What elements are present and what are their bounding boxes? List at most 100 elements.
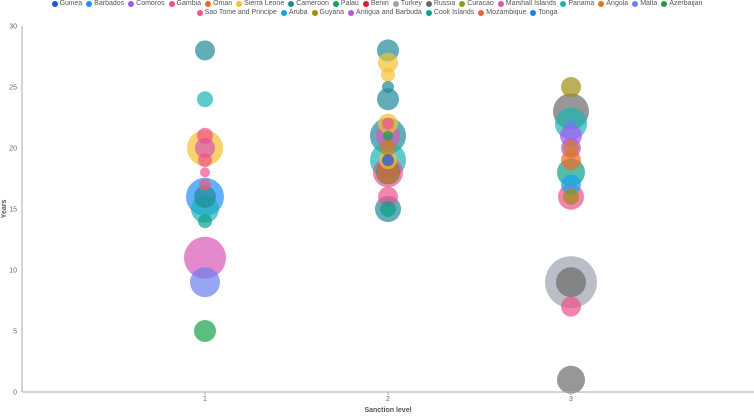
legend-dot-icon	[205, 1, 212, 8]
legend-item[interactable]: Malta	[632, 0, 657, 9]
bubble-cameroon[interactable]	[377, 88, 399, 111]
bubble-gambia[interactable]	[198, 153, 212, 168]
legend-dot-icon	[425, 1, 432, 8]
legend-label: Panama	[568, 0, 595, 7]
bubble-marshall-islands[interactable]	[184, 236, 226, 279]
legend-item[interactable]: Angola	[598, 0, 628, 9]
x-ticks: 1 2 3	[203, 392, 573, 403]
legend-item[interactable]: Tonga	[530, 9, 557, 18]
legend-dot-icon	[51, 1, 58, 8]
bubble-cameroon[interactable]	[382, 81, 394, 93]
legend-label: Comoros	[136, 0, 165, 7]
bubbles	[184, 39, 597, 394]
legend-item[interactable]: Sao Tome and Principe	[196, 9, 277, 18]
bubble-angola[interactable]	[380, 140, 396, 156]
bubble-gambia[interactable]	[382, 117, 394, 130]
bubble-sierra-leone[interactable]	[378, 52, 398, 73]
bubble-marshall-islands[interactable]	[195, 138, 215, 158]
y-tick-label: 25	[9, 85, 17, 92]
y-tick-label: 30	[9, 24, 17, 31]
legend-item[interactable]: Russia	[425, 0, 456, 9]
legend-item[interactable]: Gambia	[168, 0, 201, 9]
legend-item[interactable]: Oman	[205, 0, 232, 9]
legend-dot-icon	[598, 1, 605, 8]
legend-dot-icon	[478, 9, 485, 16]
bubble-gambia[interactable]	[197, 127, 213, 144]
legend-item[interactable]: Marshall Islands	[497, 0, 557, 9]
legend-item[interactable]: Azerbaijan	[661, 0, 702, 9]
legend-item[interactable]: Barbados	[86, 0, 124, 9]
bubble-gambia[interactable]	[200, 167, 210, 178]
legend-item[interactable]: Sierra Leone	[236, 0, 284, 9]
legend-item[interactable]: Comoros	[128, 0, 165, 9]
legend-dot-icon	[425, 9, 432, 16]
bubble-guyana[interactable]	[561, 77, 581, 97]
legend-label: Tonga	[538, 8, 558, 16]
bubble-malta[interactable]	[567, 119, 575, 128]
x-tick-label: 1	[203, 396, 207, 403]
bubble-cameroon[interactable]	[194, 185, 216, 208]
legend-item[interactable]: Palau	[332, 0, 359, 9]
legend-dot-icon	[348, 9, 355, 16]
legend-dot-icon	[530, 9, 537, 16]
legend-label: Mozambique	[486, 8, 527, 16]
legend-label: Russia	[433, 0, 456, 7]
legend-dot-icon	[168, 1, 175, 8]
bubble-palau[interactable]	[383, 130, 393, 141]
legend-item[interactable]: Cameroon	[288, 0, 329, 9]
legend-item[interactable]: Turkey	[392, 0, 422, 9]
legend-dot-icon	[86, 1, 93, 8]
legend-dot-icon	[560, 1, 567, 8]
legend-item[interactable]: Cook Islands	[425, 9, 474, 18]
bubble-gambia[interactable]	[378, 186, 398, 207]
legend-item[interactable]: Aruba	[280, 8, 308, 18]
legend-label: Palau	[340, 0, 359, 7]
legend-item[interactable]: Guinea	[51, 0, 82, 9]
legend-label: Aruba	[288, 8, 308, 16]
bubble-guyana[interactable]	[563, 188, 579, 205]
legend-label: Turkey	[400, 0, 422, 7]
legend-label: Benin	[370, 0, 389, 7]
bubble-malta[interactable]	[190, 267, 220, 298]
legend-label: Sierra Leone	[244, 0, 285, 7]
bubble-cameroon[interactable]	[195, 40, 215, 61]
legend-label: Marshall Islands	[505, 0, 557, 7]
y-ticks: 0 5 10 15 20 25 30	[9, 24, 17, 397]
y-tick-label: 0	[13, 390, 17, 397]
legend-label: Azerbaijan	[669, 0, 703, 7]
legend-item[interactable]: Antigua and Barbuda	[348, 9, 422, 18]
legend-item[interactable]: Benin	[362, 0, 389, 9]
bubble-sierra-leone[interactable]	[381, 67, 395, 82]
legend-item[interactable]: Guyana	[311, 8, 345, 18]
legend-dot-icon	[497, 1, 504, 8]
x-axis-label: Sanction level	[364, 407, 411, 414]
bubble-russia[interactable]	[556, 267, 586, 298]
x-tick-label: 3	[569, 396, 573, 403]
y-axis-label: Years	[1, 200, 8, 219]
legend-item[interactable]: Mozambique	[478, 9, 526, 18]
y-tick-label: 15	[9, 207, 17, 214]
bubble-oman[interactable]	[561, 150, 581, 171]
bubble-gambia[interactable]	[561, 296, 581, 317]
bubble-aruba[interactable]	[561, 174, 581, 195]
bubble-panama[interactable]	[197, 91, 213, 108]
legend-dot-icon	[311, 9, 318, 16]
legend-label: Oman	[213, 0, 233, 7]
bubble-angola[interactable]	[563, 140, 579, 156]
bubble-guinea[interactable]	[382, 154, 394, 167]
legend-item[interactable]: Panama	[560, 0, 594, 9]
legend-dot-icon	[288, 1, 295, 8]
bubble-cook-islands[interactable]	[380, 201, 396, 217]
bubble-russia[interactable]	[557, 365, 585, 394]
legend-label: Guyana	[319, 8, 345, 16]
legend-label: Cameroon	[296, 0, 329, 7]
legend-label: Curacao	[467, 0, 494, 7]
legend-dot-icon	[196, 9, 203, 16]
legend-dot-icon	[392, 1, 399, 8]
bubble-sao-tome-and-principe[interactable]	[199, 178, 211, 191]
legend-dot-icon	[128, 1, 135, 8]
legend-item[interactable]: Curacao	[459, 0, 494, 9]
bubble-cook-islands[interactable]	[198, 214, 212, 229]
bubble-palau[interactable]	[194, 320, 216, 342]
